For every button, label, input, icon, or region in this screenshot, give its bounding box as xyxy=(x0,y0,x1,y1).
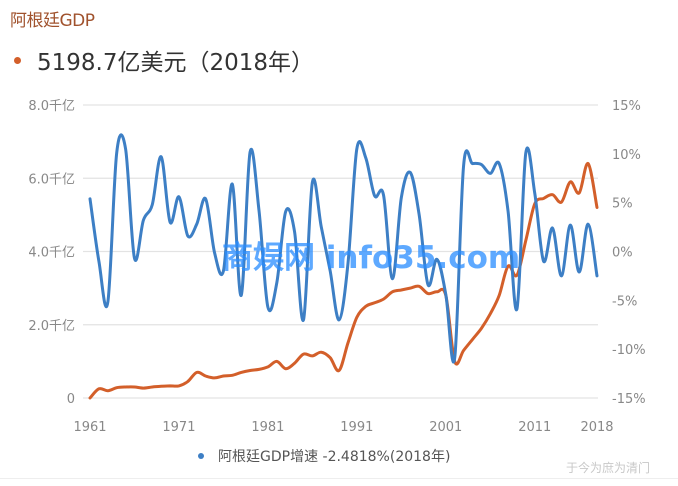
grid-lines xyxy=(83,104,598,399)
svg-text:2011: 2011 xyxy=(518,420,551,435)
watermark-corner: 于今为庶为清门 xyxy=(566,461,651,475)
svg-text:10%: 10% xyxy=(612,148,641,163)
svg-text:1971: 1971 xyxy=(162,420,195,435)
svg-text:0: 0 xyxy=(67,392,75,407)
legend[interactable]: 阿根廷GDP增速 -2.4818%(2018年) xyxy=(198,446,450,466)
svg-text:6.0千亿: 6.0千亿 xyxy=(28,172,75,187)
svg-text:2.0千亿: 2.0千亿 xyxy=(28,319,75,334)
chart-title: 阿根廷GDP xyxy=(10,11,95,31)
svg-text:2018: 2018 xyxy=(580,420,613,435)
svg-text:5%: 5% xyxy=(612,197,633,212)
svg-text:-15%: -15% xyxy=(612,392,646,407)
x-axis-ticks: 1961 1971 1981 1991 2001 2011 2018 xyxy=(73,420,613,435)
svg-text:15%: 15% xyxy=(612,99,641,114)
svg-text:1981: 1981 xyxy=(251,420,284,435)
watermark-center: 商娱网 info35.com xyxy=(222,240,521,276)
legend-label: 阿根廷GDP增速 -2.4818%(2018年) xyxy=(218,449,451,465)
svg-text:1961: 1961 xyxy=(73,420,106,435)
svg-text:-10%: -10% xyxy=(612,343,646,358)
svg-text:4.0千亿: 4.0千亿 xyxy=(28,246,75,261)
svg-text:-5%: -5% xyxy=(612,294,637,309)
svg-text:2001: 2001 xyxy=(429,420,462,435)
svg-text:0%: 0% xyxy=(612,246,633,261)
gdp-series-dot-icon xyxy=(14,56,21,64)
gdp-headline: 5198.7亿美元（2018年） xyxy=(10,43,314,77)
left-axis-ticks: 0 2.0千亿 4.0千亿 6.0千亿 8.0千亿 xyxy=(28,99,75,407)
growth-series-dot-icon xyxy=(198,453,204,459)
bottom-divider xyxy=(0,478,678,479)
svg-text:8.0千亿: 8.0千亿 xyxy=(28,99,75,114)
gdp-headline-value: 5198.7亿美元（2018年） xyxy=(37,50,315,76)
svg-text:1991: 1991 xyxy=(340,420,373,435)
gdp-growth-line xyxy=(88,133,599,364)
right-axis-ticks: -15% -10% -5% 0% 5% 10% 15% xyxy=(612,99,646,407)
